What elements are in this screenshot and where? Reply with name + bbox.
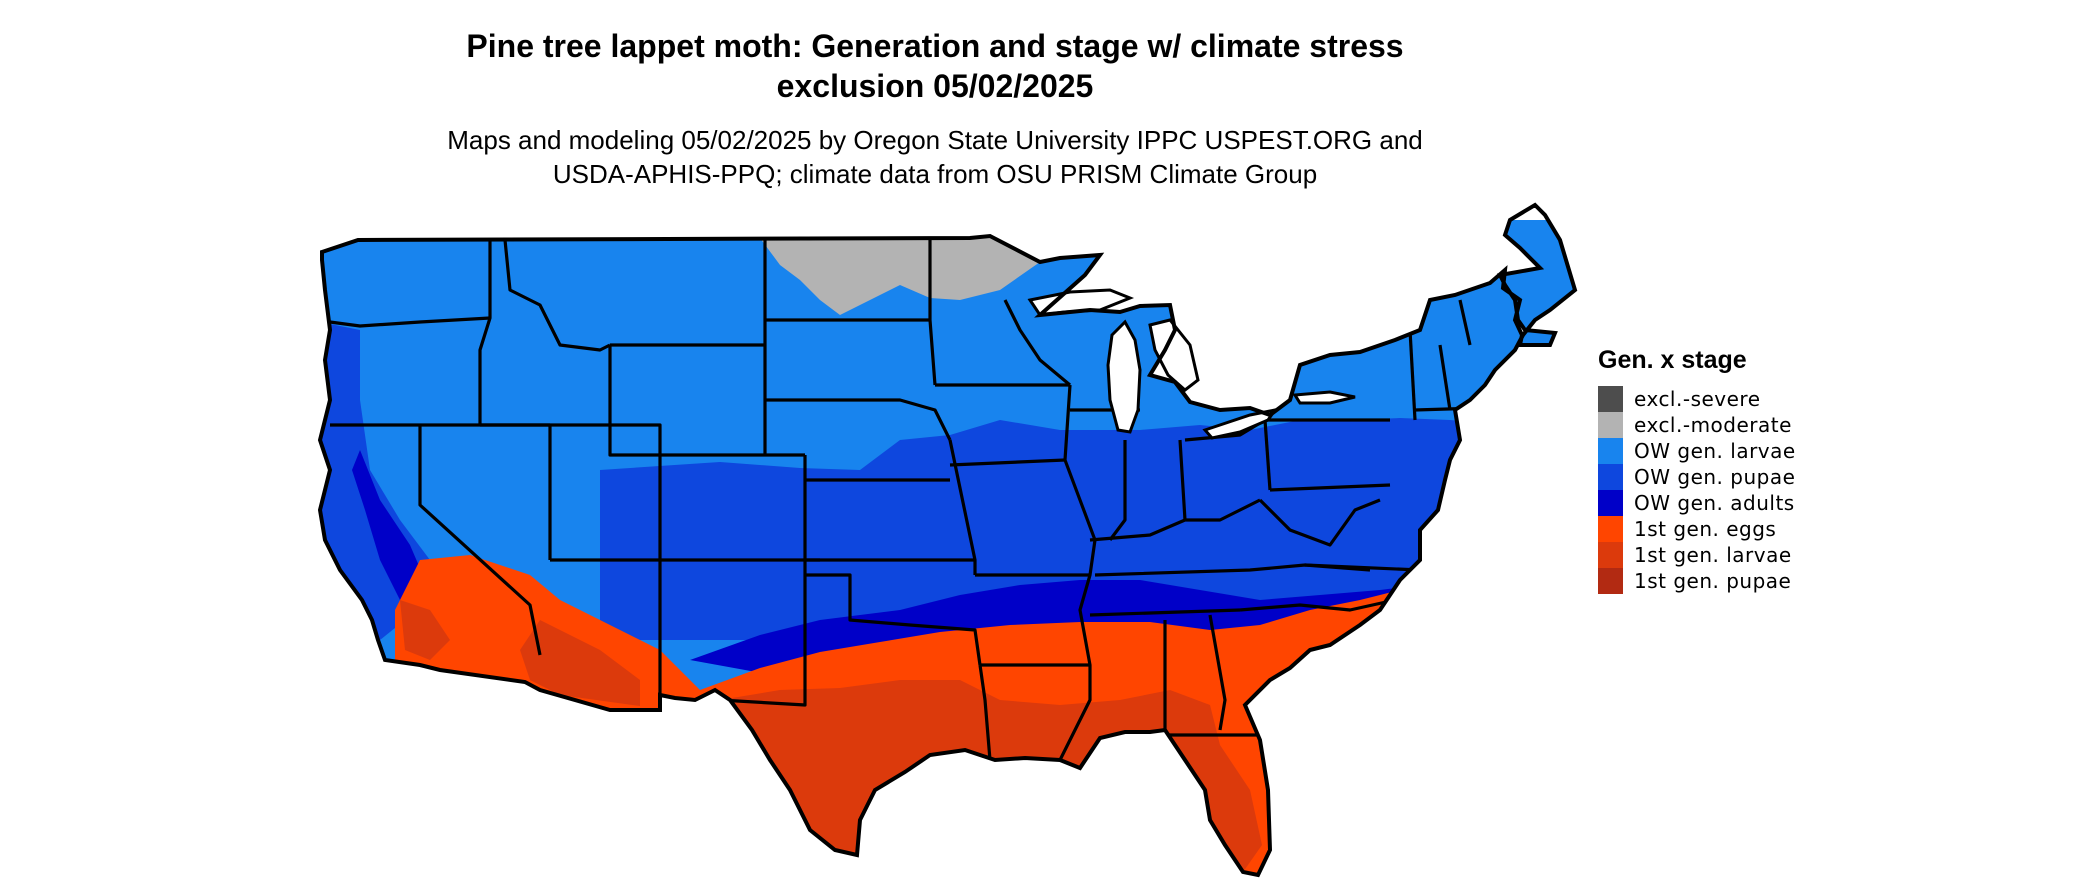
state-line-id-ut <box>480 423 662 455</box>
fill-excl-moderate <box>760 236 1040 315</box>
legend-item: 1st gen. larvae <box>1598 542 1898 568</box>
legend-item: OW gen. larvae <box>1598 438 1898 464</box>
state-line-ca-nv <box>418 425 542 656</box>
state-line-mo-west <box>948 439 977 575</box>
state-line-wy-co <box>608 345 805 457</box>
fill-ow-pupae <box>600 418 1560 640</box>
state-line-mn-west <box>928 240 937 386</box>
legend-label: OW gen. pupae <box>1634 465 1796 489</box>
fill-1st-larvae-ca <box>400 600 450 660</box>
state-line-mississippi-river <box>1058 384 1097 761</box>
state-line-nc-sc-ga <box>1239 598 1396 612</box>
legend-label: 1st gen. pupae <box>1634 569 1792 593</box>
fill-1st-larvae-az <box>520 620 640 706</box>
legend-item: 1st gen. eggs <box>1598 516 1898 542</box>
legend-swatch <box>1598 568 1623 594</box>
state-line-me-nh <box>1458 299 1472 346</box>
state-line-oh-pa <box>1263 419 1272 491</box>
state-line-vt-nh <box>1438 344 1452 411</box>
legend-label: OW gen. adults <box>1634 491 1795 515</box>
legend-swatch <box>1598 464 1623 490</box>
legend-items: excl.-severe excl.-moderate OW gen. larvae… <box>1598 386 1898 594</box>
fill-ow-adults-west <box>352 450 425 600</box>
legend-label: 1st gen. eggs <box>1634 517 1777 541</box>
state-line-sd-ne <box>765 398 952 441</box>
legend-item: OW gen. pupae <box>1598 464 1898 490</box>
legend-item: excl.-moderate <box>1598 412 1898 438</box>
legend-item: 1st gen. pupae <box>1598 568 1898 594</box>
state-line-ohio-river <box>1089 498 1261 542</box>
map-title-line-2: exclusion 05/02/2025 <box>776 68 1094 104</box>
legend-label: 1st gen. larvae <box>1634 543 1792 567</box>
legend-swatch <box>1598 516 1623 542</box>
lake-erie <box>1202 407 1279 440</box>
state-line-va-nc <box>1304 563 1421 572</box>
lake-ontario <box>1292 390 1356 405</box>
legend-label: excl.-severe <box>1634 387 1761 411</box>
legend-swatch <box>1598 490 1623 516</box>
state-line-wv-va <box>1258 498 1381 547</box>
legend-item: OW gen. adults <box>1598 490 1898 516</box>
state-line-ny-ne <box>1408 329 1417 421</box>
stage-fill-layers <box>320 220 1575 875</box>
map-subtitle-line-2: USDA-APHIS-PPQ; climate data from OSU PR… <box>552 159 1318 189</box>
state-line-id-west <box>478 240 492 425</box>
state-line-wi-mn <box>1003 299 1072 387</box>
legend-label: OW gen. larvae <box>1634 439 1796 463</box>
legend-swatch <box>1598 412 1623 438</box>
state-line-tn-south <box>1089 608 1241 617</box>
state-line-ia-mo <box>949 458 1066 467</box>
legend-swatch <box>1598 386 1623 412</box>
lake-michigan <box>1106 319 1142 434</box>
legend-item: excl.-severe <box>1598 386 1898 412</box>
state-line-ok-tx <box>805 573 982 666</box>
state-line-la-tx <box>978 664 992 761</box>
map-subtitle-line-1: Maps and modeling 05/02/2025 by Oregon S… <box>447 125 1423 155</box>
legend: Gen. x stage excl.-severe excl.-moderate O… <box>1598 344 1898 594</box>
state-boundaries <box>329 239 1481 761</box>
legend-title: Gen. x stage <box>1598 346 1747 374</box>
legend-label: excl.-moderate <box>1634 413 1792 437</box>
state-line-ma-south <box>1414 406 1481 412</box>
legend-swatch <box>1598 438 1623 464</box>
state-line-il-in <box>1108 440 1127 541</box>
state-line-wa-or <box>329 316 491 328</box>
state-line-pa-md <box>1269 483 1391 492</box>
state-line-nm-tx <box>719 560 807 707</box>
state-line-al-ga <box>1208 614 1227 731</box>
state-line-id-mt <box>503 239 611 352</box>
state-line-in-oh <box>1178 439 1187 521</box>
map-title-line-1: Pine tree lappet moth: Generation and st… <box>466 28 1404 64</box>
fill-1st-larvae <box>700 680 1262 872</box>
legend-swatch <box>1598 542 1623 568</box>
